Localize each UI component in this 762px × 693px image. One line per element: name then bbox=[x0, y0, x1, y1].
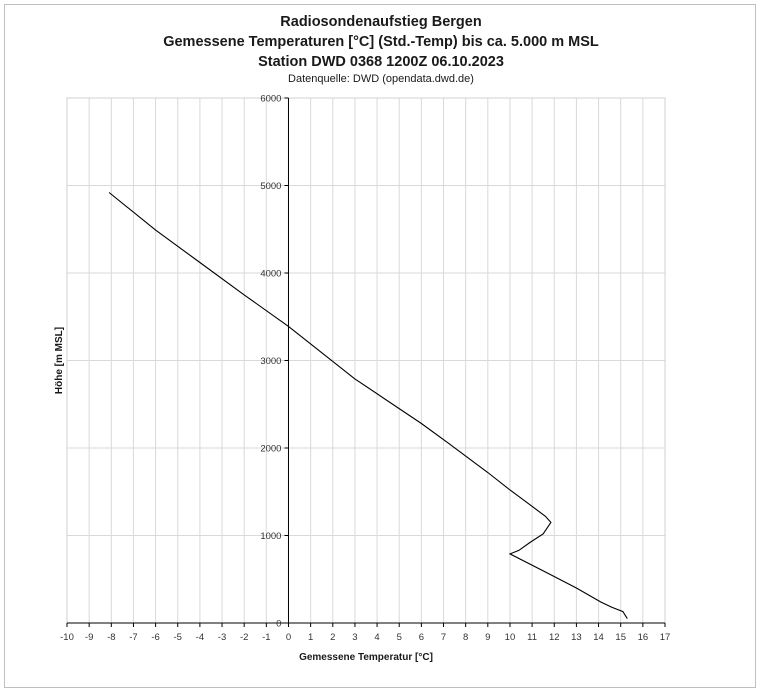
x-tick-label-23: 13 bbox=[571, 632, 582, 643]
x-tick-label-18: 8 bbox=[463, 632, 468, 643]
x-tick-label-25: 15 bbox=[615, 632, 626, 643]
temperature-series-line bbox=[108, 192, 628, 619]
x-tick-label-17: 7 bbox=[441, 632, 446, 643]
x-tick-label-20: 10 bbox=[505, 632, 516, 643]
x-tick-label-1: -9 bbox=[85, 632, 93, 643]
x-axis-ticks: -10 -9 -8 -7 -6 -5 -4 -3 -2 -1 0 1 2 3 4 5 6 7 8 9 10 11 12 13 1… bbox=[60, 623, 670, 643]
x-tick-label-5: -5 bbox=[174, 632, 182, 643]
x-tick-label-15: 5 bbox=[397, 632, 402, 643]
y-axis-ticks: 0 1000 2000 3000 4000 5000 6000 bbox=[260, 94, 289, 630]
x-tick-label-10: 0 bbox=[286, 632, 291, 643]
x-tick-label-26: 16 bbox=[638, 632, 649, 643]
x-tick-label-16: 6 bbox=[419, 632, 424, 643]
y-tick-label-4: 4000 bbox=[260, 269, 281, 280]
x-tick-label-4: -6 bbox=[151, 632, 159, 643]
chart-subtitle: Datenquelle: DWD (opendata.dwd.de) bbox=[288, 73, 474, 85]
x-tick-label-19: 9 bbox=[485, 632, 490, 643]
x-tick-label-7: -3 bbox=[218, 632, 226, 643]
x-tick-label-9: -1 bbox=[262, 632, 270, 643]
y-tick-label-3: 3000 bbox=[260, 356, 281, 367]
chart-title-block: Radiosondenaufstieg Bergen Gemessene Tem… bbox=[0, 12, 762, 86]
x-tick-label-27: 17 bbox=[660, 632, 671, 643]
x-tick-label-6: -4 bbox=[196, 632, 204, 643]
x-tick-label-13: 3 bbox=[352, 632, 357, 643]
x-tick-label-8: -2 bbox=[240, 632, 248, 643]
x-tick-label-21: 11 bbox=[527, 632, 537, 643]
x-tick-label-14: 4 bbox=[374, 632, 379, 643]
x-tick-label-0: -10 bbox=[60, 632, 74, 643]
chart-title-line-3: Station DWD 0368 1200Z 06.10.2023 bbox=[258, 54, 504, 70]
y-tick-label-1: 1000 bbox=[260, 531, 281, 542]
y-tick-label-6: 6000 bbox=[260, 94, 281, 105]
y-tick-label-2: 2000 bbox=[260, 444, 281, 455]
y-axis-label: Höhe [m MSL] bbox=[54, 327, 65, 394]
x-tick-label-24: 14 bbox=[593, 632, 604, 643]
x-tick-label-12: 2 bbox=[330, 632, 335, 643]
x-tick-label-11: 1 bbox=[308, 632, 313, 643]
horizontal-gridlines bbox=[67, 97, 665, 624]
chart-title-line-1: Radiosondenaufstieg Bergen bbox=[280, 14, 482, 30]
x-tick-label-3: -7 bbox=[129, 632, 137, 643]
x-tick-label-2: -8 bbox=[107, 632, 115, 643]
x-tick-label-22: 12 bbox=[549, 632, 560, 643]
chart-frame bbox=[4, 4, 756, 688]
chart-title-line-2: Gemessene Temperaturen [°C] (Std.-Temp) … bbox=[163, 34, 599, 50]
y-tick-label-5: 5000 bbox=[260, 181, 281, 192]
y-tick-label-0: 0 bbox=[276, 619, 281, 630]
x-axis-label: Gemessene Temperatur [°C] bbox=[299, 652, 433, 663]
